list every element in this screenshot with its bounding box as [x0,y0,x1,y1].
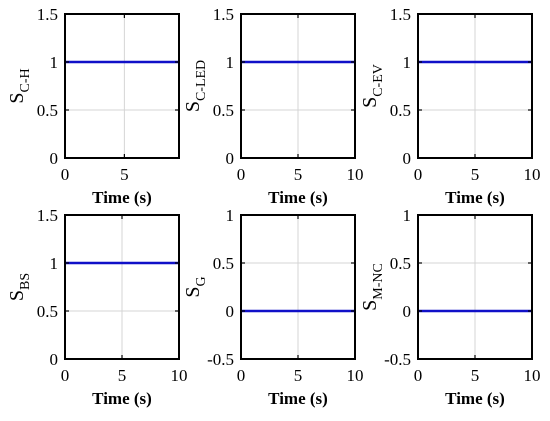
chart-3-y-axis-label: SC-EV [359,64,386,108]
chart-1-axes-frame [64,13,180,159]
chart-1-y-axis-label-subscript: C-H [18,68,33,92]
chart-6-x-tick-label: 5 [471,366,480,385]
chart-5-y-tick-label: 0.5 [213,254,234,273]
chart-6-x-tick-label: 0 [414,366,423,385]
chart-1-x-axis-label: Time (s) [92,188,152,207]
chart-5-x-tick-label: 5 [294,366,303,385]
chart-3-x-tick-label: 0 [414,165,423,184]
chart-2-y-tick-label: 0 [226,149,235,168]
chart-5-x-axis-label: Time (s) [268,389,328,408]
chart-3-x-axis-label: Time (s) [445,188,505,207]
chart-3-y-axis-label-subscript: C-EV [371,64,386,97]
chart-6-y-tick-label: 0.5 [390,254,411,273]
chart-3-x-tick-label: 5 [471,165,480,184]
chart-4-y-axis-label: SBS [6,273,33,301]
chart-3-x-tick-label: 10 [524,165,541,184]
chart-6-y-axis-label: SM-NC [359,263,386,311]
chart-2-x-tick-label: 5 [294,165,303,184]
chart-6-y-axis-label-subscript: M-NC [371,263,386,300]
chart-4-x-axis-label: Time (s) [92,389,152,408]
chart-3-y-tick-label: 0 [403,149,412,168]
chart-5-y-tick-label: -0.5 [207,350,234,369]
chart-5-y-axis-label-main: S [182,287,204,298]
chart-4-x-tick-label: 5 [118,366,127,385]
chart-5-y-axis-label: SG [182,276,209,297]
chart-6-y-tick-label: -0.5 [384,350,411,369]
chart-2-x-axis-label: Time (s) [268,188,328,207]
chart-1-y-axis-label: SC-H [6,68,33,103]
chart-3-y-tick-label: 1.5 [390,5,411,24]
chart-5-y-tick-label: 0 [226,302,235,321]
chart-1-y-axis-label-main: S [6,93,28,104]
chart-4-y-tick-label: 0.5 [37,302,58,321]
chart-3-y-tick-label: 0.5 [390,101,411,120]
chart-6-y-tick-label: 0 [403,302,412,321]
chart-2-y-tick-label: 1.5 [213,5,234,24]
chart-2-x-tick-label: 10 [347,165,364,184]
chart-6-x-axis-label: Time (s) [445,389,505,408]
chart-5-x-tick-label: 0 [237,366,246,385]
chart-3-y-tick-label: 1 [403,53,412,72]
chart-6-y-axis-label-main: S [359,300,381,311]
chart-1-plot-area [65,14,179,158]
chart-2-y-tick-label: 0.5 [213,101,234,120]
chart-1-panel: 0 5 0 0.5 1 1.5 Time (s) SC-H [6,5,180,207]
chart-1-x-tick-label: 0 [61,165,70,184]
chart-3-panel: 0 5 10 0 0.5 1 1.5 Time (s) SC-EV [359,5,541,207]
chart-1-y-tick-label: 1.5 [37,5,58,24]
chart-4-y-tick-label: 1 [50,254,59,273]
chart-2-y-axis-label-main: S [182,101,204,112]
chart-2-panel: 0 5 10 0 0.5 1 1.5 Time (s) SC-LED [182,5,364,207]
chart-1-x-tick-label: 5 [120,165,129,184]
chart-5-y-tick-label: 1 [226,206,235,225]
chart-4-y-tick-label: 0 [50,350,59,369]
chart-6-x-tick-label: 10 [524,366,541,385]
chart-5-y-axis-label-subscript: G [194,276,209,286]
chart-5-x-tick-label: 10 [347,366,364,385]
chart-4-panel: 0 5 10 0 0.5 1 1.5 Time (s) SBS [6,206,188,408]
chart-3-y-axis-label-main: S [359,97,381,108]
chart-1-y-tick-label: 1 [50,53,59,72]
chart-4-y-tick-label: 1.5 [37,206,58,225]
chart-4-x-tick-label: 10 [171,366,188,385]
chart-4-y-axis-label-main: S [6,290,28,301]
chart-1-y-tick-label: 0.5 [37,101,58,120]
chart-2-y-tick-label: 1 [226,53,235,72]
chart-2-y-axis-label-subscript: C-LED [194,60,209,101]
chart-4-x-tick-label: 0 [61,366,70,385]
chart-2-x-tick-label: 0 [237,165,246,184]
chart-2-y-axis-label: SC-LED [182,60,209,112]
chart-4-y-axis-label-subscript: BS [18,273,33,290]
chart-6-y-tick-label: 1 [403,206,412,225]
chart-1-y-tick-label: 0 [50,149,59,168]
